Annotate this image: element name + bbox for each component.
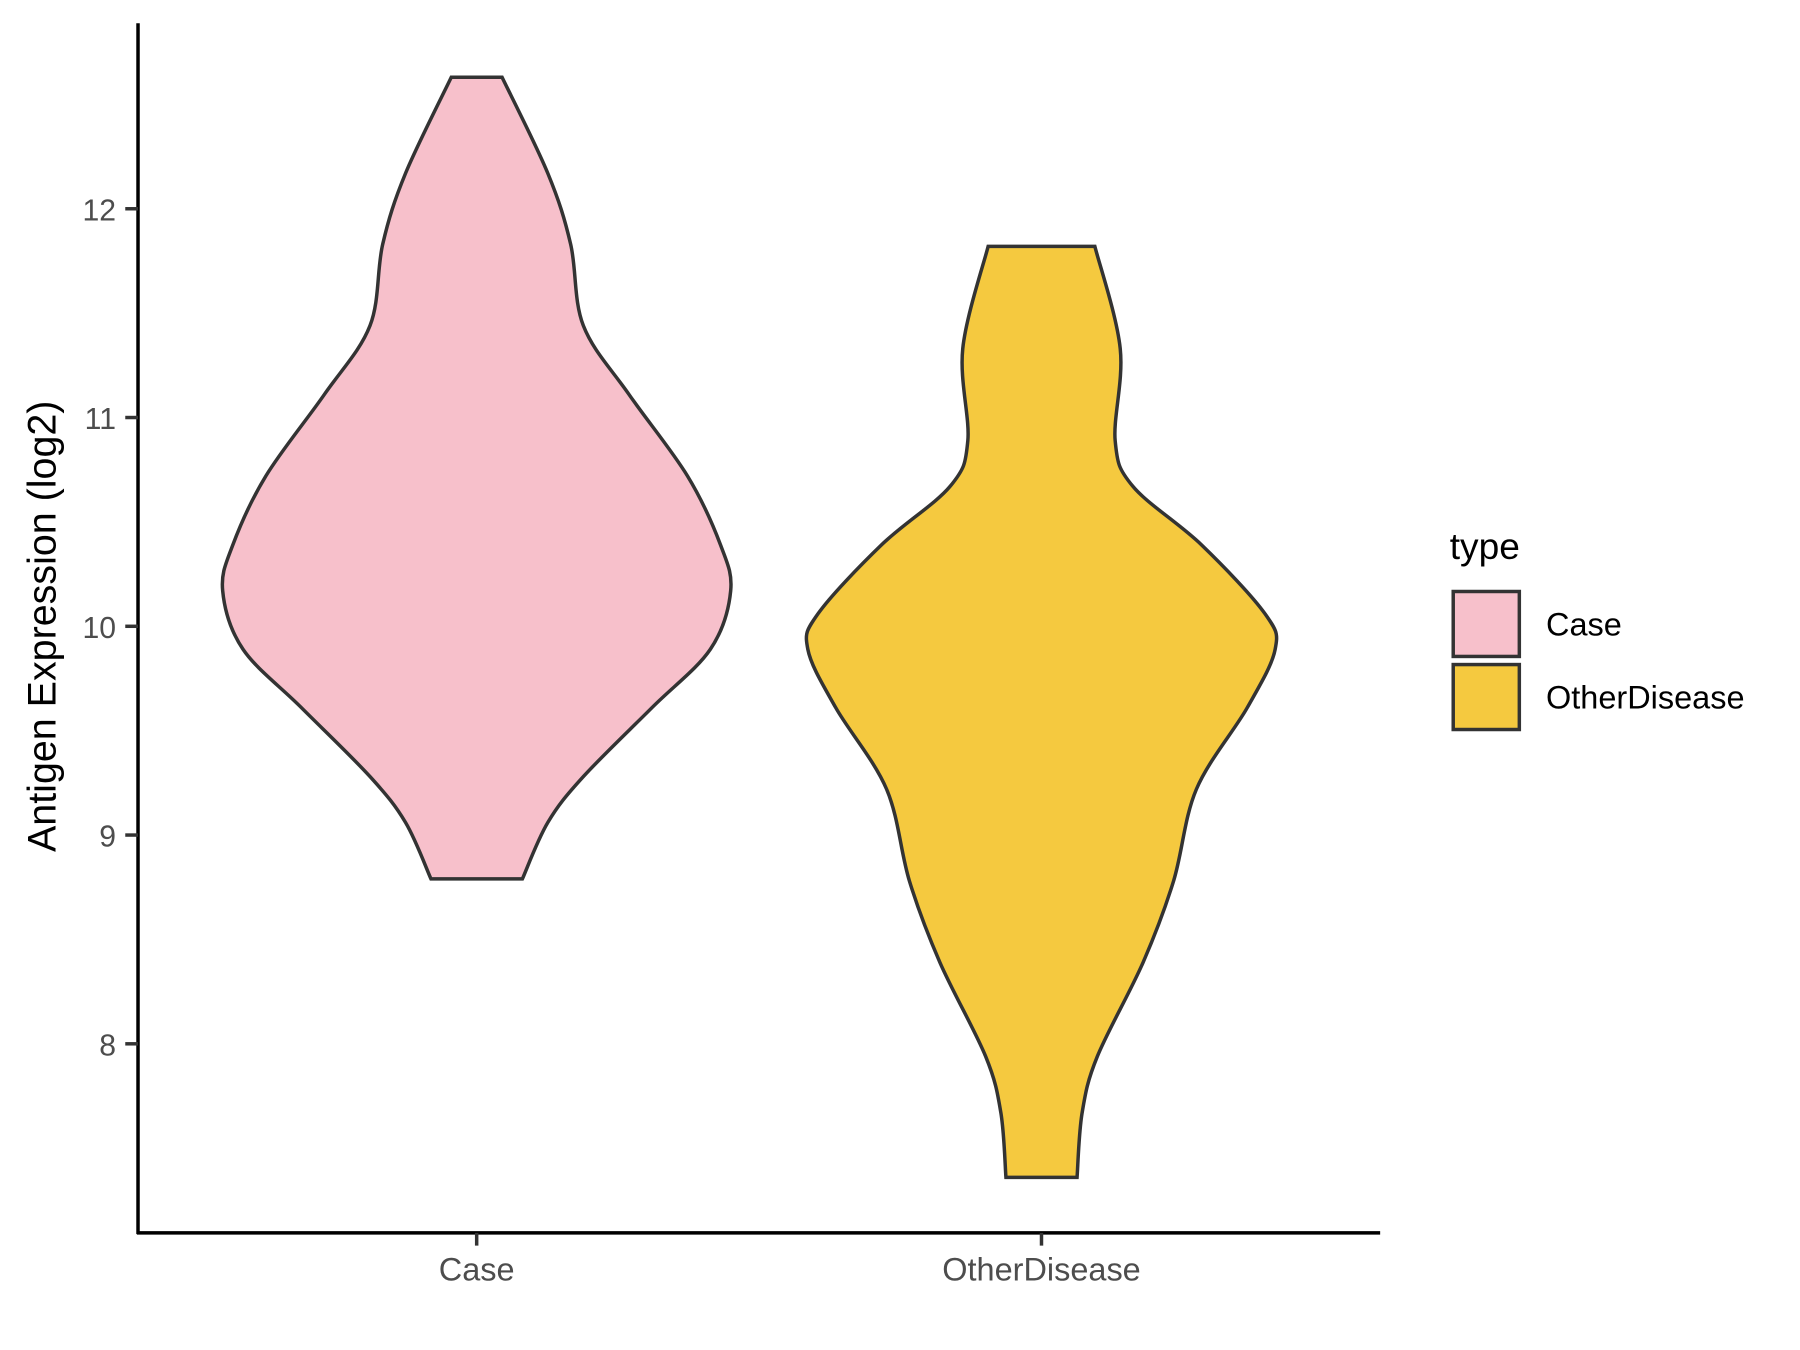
legend-swatch-case — [1451, 589, 1522, 659]
legend-label-case: Case — [1546, 607, 1622, 643]
y-tick-label: 9 — [99, 821, 116, 854]
y-tick-label: 11 — [85, 403, 116, 436]
y-tick-label: 10 — [82, 612, 116, 645]
legend-title: type — [1450, 525, 1520, 567]
legend-label-otherdisease: OtherDisease — [1546, 680, 1745, 716]
x-ticks: Case OtherDisease — [439, 1232, 1141, 1287]
y-tick-label: 12 — [82, 194, 116, 227]
violin-otherdisease — [804, 244, 1279, 1180]
y-ticks: 8 9 10 11 12 — [82, 194, 139, 1062]
x-tick-label: Case — [439, 1251, 515, 1287]
y-tick-label: 8 — [99, 1029, 116, 1062]
legend: type Case OtherDisease — [1450, 525, 1745, 732]
y-axis-label: Antigen Expression (log2) — [21, 401, 65, 852]
legend-swatch-otherdisease — [1451, 662, 1522, 732]
x-tick-label: OtherDisease — [942, 1251, 1141, 1287]
violin-case — [220, 75, 733, 881]
violins — [220, 75, 1279, 1180]
